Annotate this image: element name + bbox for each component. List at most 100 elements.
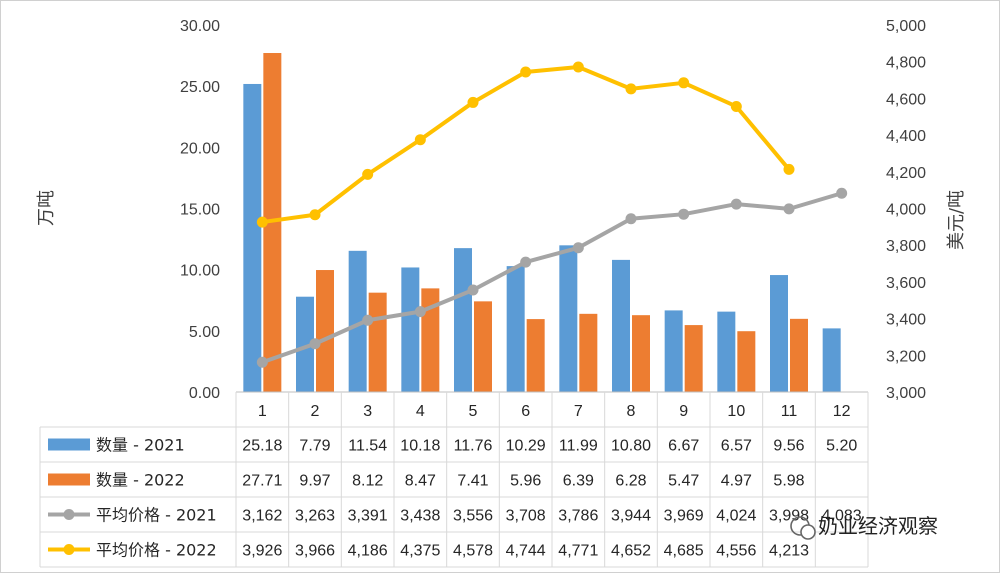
data-cell-price-2021: 3,969 bbox=[664, 508, 704, 525]
category-label: 8 bbox=[627, 403, 636, 420]
bar-2022-11 bbox=[790, 318, 808, 392]
data-cell-price-2021: 3,556 bbox=[453, 508, 493, 525]
legend-label-qty-2021: 数量 - 2021 bbox=[96, 436, 185, 455]
data-cell-qty-2022: 6.28 bbox=[615, 473, 646, 490]
bar-2022-10 bbox=[737, 331, 756, 392]
data-cell-qty-2022: 9.97 bbox=[299, 473, 330, 490]
left-tick-label: 0.00 bbox=[189, 385, 220, 402]
data-cell-price-2021: 3,708 bbox=[506, 508, 546, 525]
left-tick-label: 15.00 bbox=[180, 202, 220, 219]
right-axis-title: 美元/吨 bbox=[946, 190, 967, 250]
data-cell-price-2022: 4,652 bbox=[611, 543, 651, 560]
bar-2021-10 bbox=[717, 311, 736, 392]
price-point-2022-8 bbox=[625, 83, 637, 95]
bar-2021-12 bbox=[822, 328, 841, 392]
category-label: 5 bbox=[469, 403, 478, 420]
price-point-2021-7 bbox=[572, 242, 584, 254]
price-line-2021 bbox=[261, 191, 843, 365]
price-point-2021-4 bbox=[414, 306, 426, 318]
data-cell-qty-2022: 8.12 bbox=[352, 473, 383, 490]
right-tick-label: 3,400 bbox=[886, 312, 926, 329]
bar-2021-2 bbox=[296, 296, 314, 392]
category-label: 4 bbox=[416, 403, 425, 420]
price-line-2022 bbox=[262, 65, 791, 225]
data-cell-qty-2021: 11.54 bbox=[348, 438, 387, 455]
price-point-2022-7 bbox=[572, 61, 584, 73]
data-cell-price-2022: 4,556 bbox=[716, 543, 756, 560]
data-cell-price-2021: 3,438 bbox=[400, 508, 440, 525]
data-cell-qty-2021: 9.56 bbox=[773, 438, 804, 455]
bar-2021-4 bbox=[401, 267, 420, 392]
bar-2021-7 bbox=[559, 245, 578, 392]
data-cell-qty-2021: 11.76 bbox=[454, 438, 493, 455]
data-cell-qty-2022: 5.96 bbox=[510, 473, 541, 490]
category-label: 3 bbox=[363, 403, 372, 420]
data-cell-qty-2021: 10.80 bbox=[611, 438, 651, 455]
price-point-2021-1 bbox=[256, 356, 268, 368]
data-cell-qty-2022: 4.97 bbox=[721, 473, 752, 490]
data-cell-price-2022: 4,375 bbox=[400, 543, 440, 560]
data-cell-price-2021: 3,944 bbox=[611, 508, 651, 525]
wechat-icon bbox=[790, 516, 816, 540]
right-tick-label: 3,000 bbox=[886, 385, 926, 402]
price-point-2022-5 bbox=[467, 96, 479, 108]
right-tick-label: 4,200 bbox=[886, 165, 926, 182]
price-point-2021-8 bbox=[625, 213, 637, 225]
right-tick-label: 3,600 bbox=[886, 275, 926, 292]
data-cell-qty-2022: 8.47 bbox=[405, 473, 436, 490]
data-cell-price-2022: 4,578 bbox=[453, 543, 493, 560]
right-tick-label: 5,000 bbox=[886, 18, 926, 35]
bar-2021-1 bbox=[243, 83, 262, 393]
legend-label-price-2022: 平均价格 - 2022 bbox=[96, 541, 217, 560]
bar-2021-5 bbox=[454, 248, 472, 392]
data-cell-qty-2021: 5.20 bbox=[826, 438, 857, 455]
data-cell-price-2022: 3,966 bbox=[295, 543, 335, 560]
data-cell-price-2022: 4,685 bbox=[664, 543, 704, 560]
left-tick-label: 30.00 bbox=[180, 18, 220, 35]
bar-2021-8 bbox=[612, 259, 630, 392]
price-point-2022-3 bbox=[362, 168, 374, 180]
data-cell-price-2021: 3,263 bbox=[295, 508, 335, 525]
price-point-2021-6 bbox=[520, 256, 532, 268]
data-cell-price-2022: 4,213 bbox=[769, 543, 809, 560]
left-tick-label: 10.00 bbox=[180, 263, 220, 280]
data-cell-qty-2021: 7.79 bbox=[299, 438, 330, 455]
legend-key-marker-price-2022 bbox=[63, 544, 75, 555]
price-point-2022-1 bbox=[256, 216, 268, 228]
right-tick-label: 3,800 bbox=[886, 238, 926, 255]
data-cell-price-2022: 4,771 bbox=[558, 543, 598, 560]
data-cell-qty-2022: 5.98 bbox=[773, 473, 804, 490]
legend-label-qty-2022: 数量 - 2022 bbox=[96, 471, 185, 490]
category-label: 9 bbox=[679, 403, 688, 420]
data-cell-price-2022: 4,186 bbox=[348, 543, 388, 560]
data-cell-price-2021: 4,083 bbox=[822, 508, 862, 525]
legend-key-marker-price-2021 bbox=[63, 509, 75, 520]
watermark-text: 奶业经济观察 bbox=[818, 514, 938, 538]
data-cell-qty-2022: 27.71 bbox=[242, 473, 282, 490]
legend-key-qty-2022 bbox=[48, 473, 90, 486]
price-point-2022-10 bbox=[730, 100, 742, 112]
category-label: 1 bbox=[258, 403, 267, 420]
legend-key-qty-2021 bbox=[48, 438, 90, 451]
data-cell-qty-2021: 11.99 bbox=[559, 438, 598, 455]
left-tick-label: 25.00 bbox=[180, 79, 220, 96]
category-label: 6 bbox=[521, 403, 530, 420]
bar-2022-8 bbox=[632, 315, 650, 392]
data-cell-price-2021: 3,391 bbox=[348, 508, 388, 525]
price-point-2021-2 bbox=[309, 338, 321, 350]
bar-2022-7 bbox=[579, 313, 598, 392]
category-label: 11 bbox=[781, 403, 798, 420]
data-cell-qty-2021: 6.67 bbox=[668, 438, 699, 455]
category-label: 2 bbox=[311, 403, 320, 420]
price-point-2021-11 bbox=[783, 203, 795, 215]
data-cell-qty-2021: 25.18 bbox=[242, 438, 282, 455]
data-cell-qty-2021: 10.18 bbox=[400, 438, 440, 455]
right-tick-label: 3,200 bbox=[886, 348, 926, 365]
bar-2022-3 bbox=[368, 292, 387, 392]
bar-2021-11 bbox=[770, 275, 788, 392]
category-label: 7 bbox=[574, 403, 583, 420]
price-point-2022-4 bbox=[414, 134, 426, 146]
bar-2021-6 bbox=[506, 266, 525, 392]
